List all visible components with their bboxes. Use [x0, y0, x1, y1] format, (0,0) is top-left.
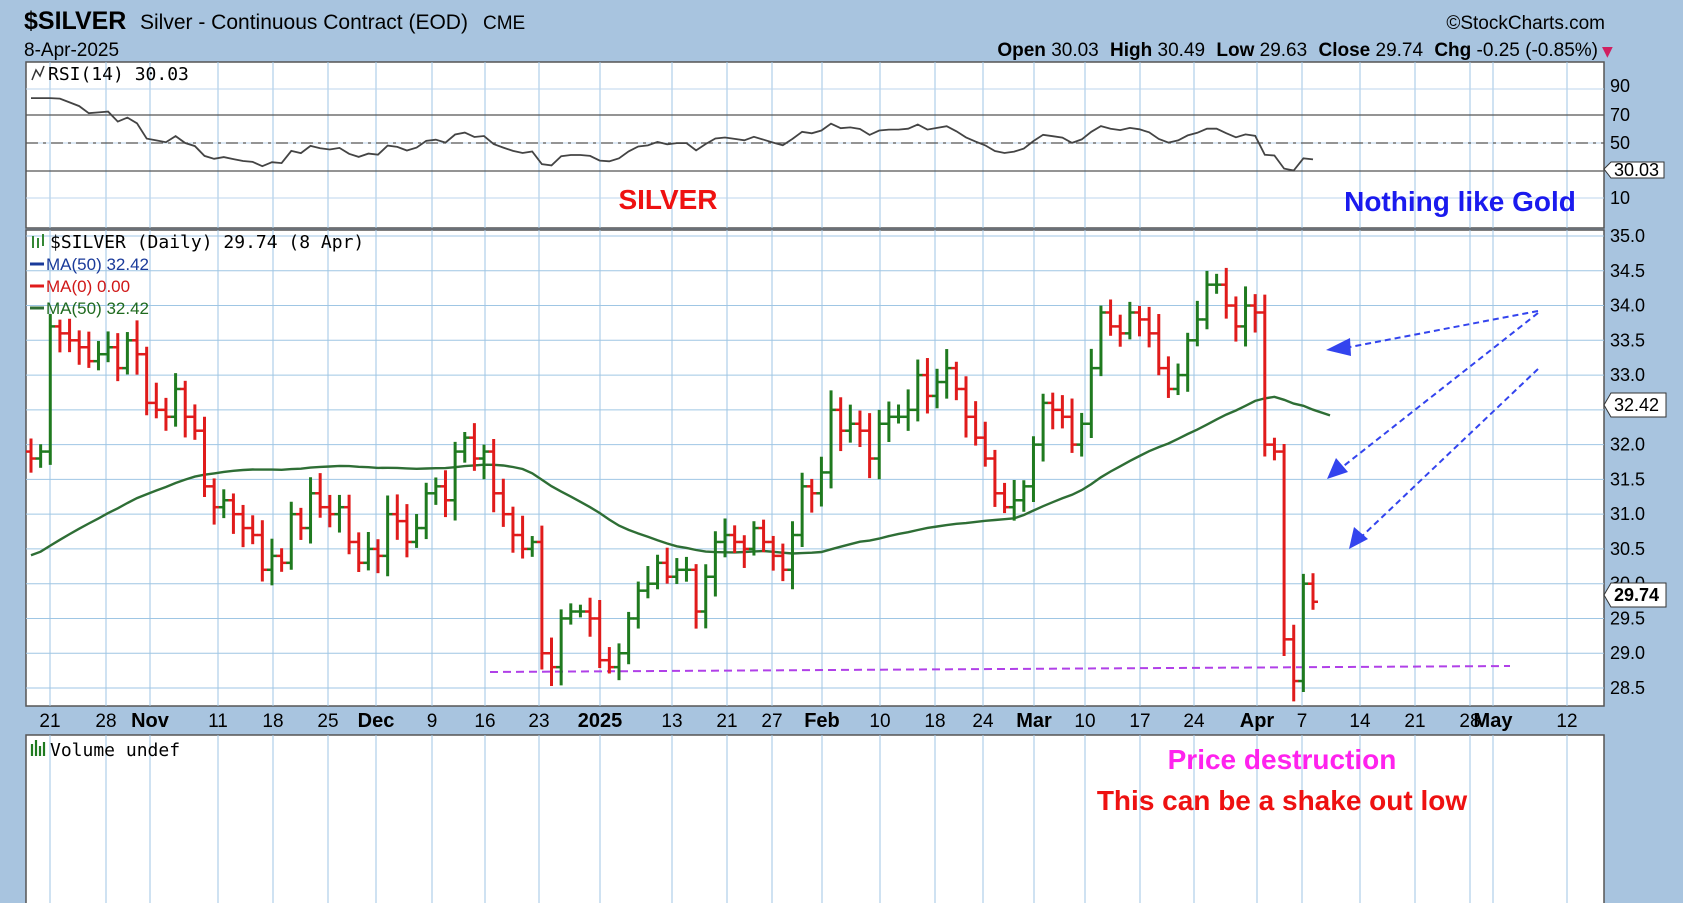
- price-tick: 29.5: [1610, 608, 1645, 628]
- x-tick-label: 11: [208, 711, 228, 732]
- price-panel-frame: [25, 229, 1605, 707]
- x-tick-label: 23: [528, 711, 549, 732]
- ohlc-summary: Open 30.03 High 30.49 Low 29.63 Close 29…: [997, 40, 1598, 61]
- arrow-head-1: [1326, 338, 1351, 356]
- x-tick-label: 25: [317, 711, 338, 732]
- price-tick: 31.0: [1610, 504, 1645, 524]
- volume-icon: [30, 740, 46, 756]
- rsi-panel-frame: [25, 61, 1605, 229]
- x-axis-labels: 21 28 Nov 11 18 25 Dec 9 16 23 2025 13 21 27 Feb 10 18 24…: [39, 710, 1577, 732]
- x-tick-label: 28: [95, 711, 116, 732]
- volume-panel: Volume undef Price destruction This can …: [25, 734, 1605, 903]
- x-tick-label: 27: [761, 711, 782, 732]
- price-legend: $SILVER (Daily) 29.74 (8 Apr) MA(50) 32.…: [30, 232, 364, 318]
- x-tick-label: Mar: [1016, 710, 1052, 732]
- x-tick-label: Dec: [358, 710, 395, 732]
- ohlc-bars: [26, 267, 1318, 702]
- annotation-nothing-like-gold: Nothing like Gold: [1344, 186, 1576, 217]
- x-tick-label: May: [1474, 710, 1514, 732]
- x-tick-label: 28: [1459, 711, 1480, 732]
- price-tick: 35.0: [1610, 226, 1645, 246]
- x-tick-label: 10: [869, 711, 890, 732]
- annotation-arrows: [1335, 310, 1539, 541]
- support-line: [489, 665, 1511, 673]
- price-legend-ma1: MA(50) 32.42: [46, 255, 149, 274]
- annotation-silver: SILVER: [618, 184, 717, 215]
- rsi-legend-label: RSI(14) 30.03: [48, 64, 189, 85]
- arrow-1: [1344, 310, 1539, 349]
- x-tick-label: 14: [1349, 711, 1371, 732]
- rsi-tick-10: 10: [1610, 188, 1630, 208]
- close-value-tag: [1603, 582, 1667, 608]
- x-tick-label: Apr: [1240, 710, 1275, 732]
- rsi-value-tag-label: 30.03: [1614, 160, 1659, 180]
- x-tick-label: 10: [1074, 711, 1095, 732]
- x-tick-label: 13: [661, 711, 682, 732]
- arrow-head-3: [1349, 527, 1368, 549]
- rsi-tick-70: 70: [1610, 105, 1630, 125]
- price-tick: 34.0: [1610, 296, 1645, 316]
- price-tick: 34.5: [1610, 261, 1645, 281]
- rsi-tick-90: 90: [1610, 76, 1630, 96]
- annotation-price-destruction: Price destruction: [1168, 744, 1397, 775]
- price-tick: 33.5: [1610, 330, 1645, 350]
- x-tick-label: 18: [262, 711, 283, 732]
- price-legend-ma3: MA(50) 32.42: [46, 299, 149, 318]
- chart-date: 8-Apr-2025: [24, 40, 119, 61]
- price-tick: 29.0: [1610, 643, 1645, 663]
- ma-value-tag: [1603, 392, 1667, 418]
- price-tick: 28.5: [1610, 678, 1645, 698]
- volume-legend: Volume undef: [50, 740, 180, 761]
- arrow-2: [1335, 312, 1539, 473]
- exchange-label: CME: [483, 13, 525, 34]
- price-tick: 32.0: [1610, 435, 1645, 455]
- chart-header: $SILVER Silver - Continuous Contract (EO…: [24, 7, 1613, 61]
- symbol-title: $SILVER: [24, 7, 126, 35]
- annotation-shake-out-low: This can be a shake out low: [1097, 785, 1468, 816]
- price-axis: 35.034.534.033.533.032.532.031.531.030.5…: [1610, 226, 1645, 698]
- x-tick-label: Nov: [131, 710, 170, 732]
- arrow-3: [1357, 368, 1539, 541]
- arrow-head-2: [1327, 458, 1348, 479]
- x-tick-label: 24: [1183, 711, 1205, 732]
- x-tick-label: 17: [1129, 711, 1150, 732]
- x-tick-label: 16: [474, 711, 495, 732]
- x-tick-label: 2025: [578, 710, 623, 732]
- x-tick-label: 12: [1556, 711, 1577, 732]
- instrument-name: Silver - Continuous Contract (EOD): [140, 11, 468, 34]
- rsi-tick-50: 50: [1610, 133, 1630, 153]
- x-tick-label: 9: [427, 711, 438, 732]
- x-tick-label: Feb: [804, 710, 840, 732]
- close-value-tag-label: 29.74: [1614, 585, 1659, 605]
- x-tick-label: 21: [39, 711, 60, 732]
- rsi-value-tag: [1603, 161, 1665, 179]
- bar-chart-icon: [32, 234, 44, 248]
- price-tick: 31.5: [1610, 469, 1645, 489]
- x-tick-label: 7: [1297, 711, 1308, 732]
- rsi-legend: RSI(14) 30.03: [31, 64, 189, 85]
- price-legend-main: $SILVER (Daily) 29.74 (8 Apr): [50, 232, 364, 253]
- ma-value-tag-label: 32.42: [1614, 395, 1659, 415]
- price-tick: 33.0: [1610, 365, 1645, 385]
- down-arrow-icon: ▼: [1602, 44, 1613, 60]
- rsi-line: [31, 97, 1314, 172]
- x-tick-label: 21: [1404, 711, 1425, 732]
- x-tick-label: 24: [972, 711, 994, 732]
- price-panel: 35.034.534.033.533.032.532.031.531.030.5…: [25, 226, 1667, 707]
- price-legend-ma2: MA(0) 0.00: [46, 277, 130, 296]
- ma50-line: [30, 395, 1331, 557]
- x-tick-label: 21: [716, 711, 737, 732]
- price-grid: [26, 230, 1604, 706]
- arrow-heads: [1326, 338, 1368, 549]
- volume-grid: [49, 735, 1568, 903]
- price-tick: 30.5: [1610, 539, 1645, 559]
- copyright-label: ©StockCharts.com: [1446, 13, 1605, 34]
- x-tick-label: 18: [924, 711, 945, 732]
- rsi-legend-icon: [31, 65, 45, 81]
- rsi-panel: RSI(14) 30.03 90 70 50 10 30.03 SILVER N…: [25, 61, 1665, 229]
- volume-panel-frame: [25, 734, 1605, 903]
